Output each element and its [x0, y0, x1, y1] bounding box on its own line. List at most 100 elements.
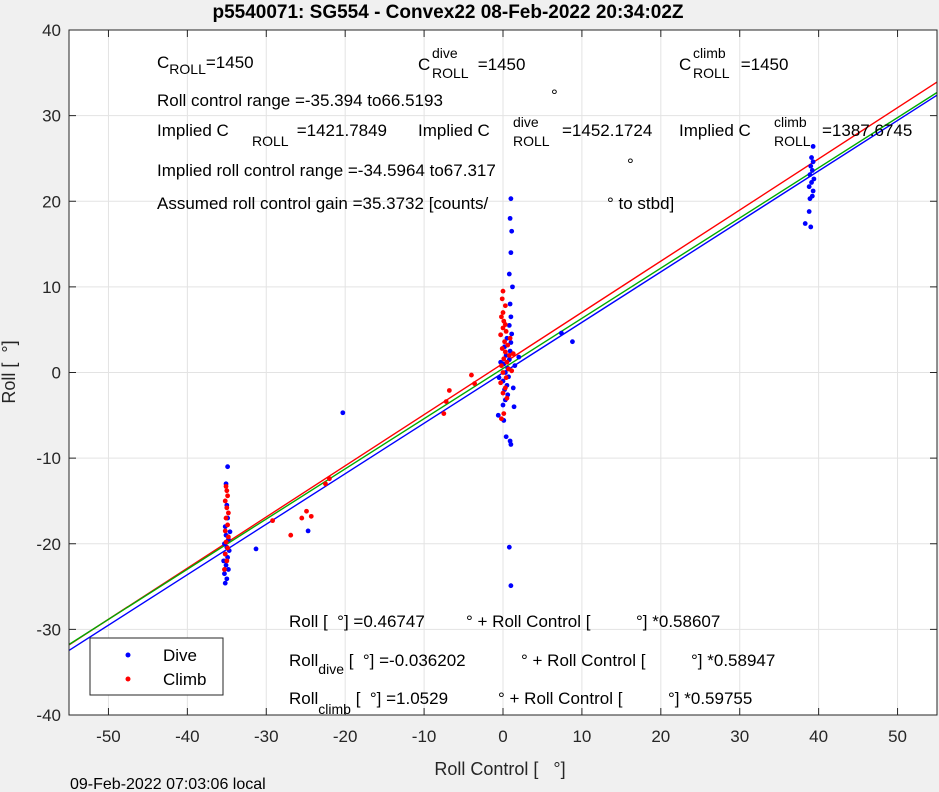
legend-climb-marker — [125, 676, 131, 682]
climb-point — [500, 390, 506, 396]
climb-point — [224, 505, 230, 511]
equation-roll-climb: Rollclimb [ °] =1.0529 ° + Roll Control [… — [289, 689, 752, 717]
fit-line — [68, 91, 938, 646]
climb-point — [446, 388, 452, 393]
dive-point — [508, 250, 514, 256]
dive-point — [223, 562, 229, 568]
climb-point — [498, 332, 504, 338]
climb-point — [270, 518, 275, 524]
dive-point — [508, 583, 514, 589]
annotation-gain: Assumed roll control gain =35.3732 [coun… — [157, 194, 489, 213]
climb-point — [225, 534, 231, 540]
dive-point — [507, 215, 513, 221]
dive-point — [810, 159, 816, 165]
dive-point — [222, 571, 227, 577]
svg-text:C: C — [418, 55, 430, 74]
dive-point — [506, 323, 512, 328]
annotation-implied-dive: Implied C dive ROLL =1452.1724 — [418, 114, 652, 149]
y-axis-label: Roll [ °] — [0, 340, 19, 403]
svg-text:ROLL: ROLL — [774, 133, 811, 149]
climb-point — [222, 498, 228, 504]
svg-text:dive: dive — [432, 45, 458, 61]
dive-point — [508, 442, 514, 447]
annotation-implied-climb: Implied C climb ROLL =1387.6745 — [679, 114, 912, 149]
x-tick-label: 10 — [572, 727, 591, 746]
climb-point — [510, 351, 516, 357]
footer-timestamp: 09-Feb-2022 07:03:06 local — [70, 776, 266, 792]
dive-point — [500, 402, 506, 408]
dive-point — [809, 193, 815, 199]
climb-point — [501, 411, 507, 416]
annotation-c-roll: CROLL=1450 — [157, 53, 254, 77]
svg-text:Implied C: Implied C — [418, 121, 490, 140]
climb-point — [500, 288, 506, 294]
x-axis-label: Roll Control [ °] — [434, 759, 565, 779]
data-points — [221, 144, 817, 589]
climb-point — [506, 352, 512, 358]
climb-point — [469, 372, 474, 378]
annotation-range: Roll control range =-35.394 to66.5193 — [157, 91, 443, 110]
climb-point — [441, 411, 447, 416]
dive-point — [806, 184, 812, 190]
climb-point — [503, 375, 509, 381]
annotation-c-roll-climb: C climb ROLL =1450 — [679, 45, 788, 81]
climb-point — [499, 363, 504, 369]
dive-point — [508, 196, 514, 202]
climb-point — [499, 346, 505, 351]
legend-climb-label: Climb — [163, 670, 206, 689]
climb-point — [224, 558, 230, 564]
dive-point — [806, 209, 812, 214]
legend-dive-label: Dive — [163, 646, 197, 665]
dive-point — [506, 271, 512, 277]
y-tick-label: 40 — [42, 21, 61, 40]
dive-point — [802, 221, 808, 226]
climb-point — [500, 370, 506, 375]
svg-text:ROLL: ROLL — [513, 133, 550, 149]
annotation-implied-roll: Implied C ROLL =1421.7849 — [157, 121, 387, 149]
annotation-implied-range-degree: ° — [627, 155, 634, 174]
equation-roll-dive: Rolldive [ °] =-0.036202 ° + Roll Control… — [289, 651, 775, 677]
y-tick-label: 20 — [42, 192, 61, 211]
climb-point — [504, 359, 510, 365]
climb-point — [222, 567, 227, 572]
dive-point — [810, 144, 816, 149]
climb-point — [225, 522, 231, 528]
x-tick-label: -30 — [254, 727, 279, 746]
dive-point — [512, 363, 518, 369]
dive-point — [225, 567, 231, 572]
legend: Dive Climb — [89, 637, 224, 696]
svg-text:CROLL=1450: CROLL=1450 — [157, 53, 254, 77]
svg-text:climb: climb — [774, 114, 807, 130]
climb-point — [501, 318, 507, 324]
svg-text:=1421.7849: =1421.7849 — [292, 121, 387, 140]
dive-point — [510, 385, 516, 391]
equation-roll: Roll [ °] =0.46747 ° + Roll Control [°] *… — [289, 612, 720, 631]
x-tick-label: -10 — [412, 727, 437, 746]
climb-point — [499, 314, 504, 320]
climb-point — [501, 356, 507, 362]
svg-text:climb: climb — [693, 45, 726, 61]
climb-point — [223, 483, 229, 489]
axis-ticks: -50 -40 -30 -20 -10 0 10 20 30 40 50 -40 -30 -20 -10 0 1… — [36, 21, 937, 746]
climb-point — [223, 515, 229, 521]
climb-point — [498, 380, 504, 386]
y-tick-label: 30 — [42, 107, 61, 126]
x-tick-label: 50 — [888, 727, 907, 746]
svg-text:C: C — [679, 55, 691, 74]
legend-dive-marker — [125, 652, 131, 658]
climb-point — [504, 395, 510, 401]
dive-point — [809, 168, 815, 173]
annotation-c-roll-dive: C dive ROLL =1450 — [418, 45, 525, 81]
dive-point — [509, 331, 515, 337]
climb-point — [502, 349, 508, 355]
y-tick-label: -20 — [36, 535, 61, 554]
climb-point — [503, 329, 509, 334]
dive-point — [509, 228, 515, 234]
climb-point — [500, 310, 506, 315]
dive-point — [810, 188, 816, 194]
climb-point — [223, 539, 229, 545]
svg-text:ROLL: ROLL — [252, 133, 289, 149]
climb-point — [222, 551, 228, 557]
climb-point — [472, 381, 477, 387]
annotation-gain-unit: ° to stbd] — [607, 194, 674, 213]
